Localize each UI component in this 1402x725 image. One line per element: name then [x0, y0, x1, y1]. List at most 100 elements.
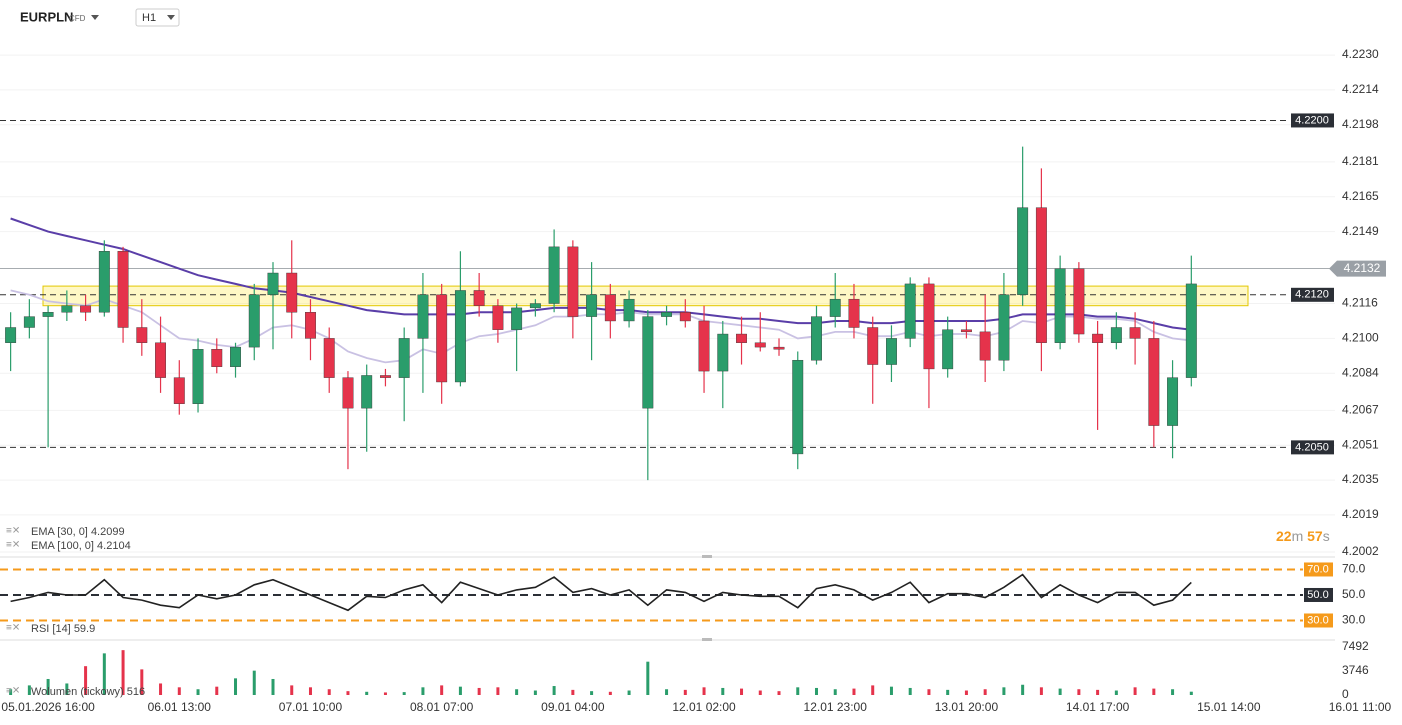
price-level-badge — [1291, 440, 1334, 455]
volume-bar — [365, 691, 369, 695]
y-tick-label: 4.2002 — [1342, 544, 1379, 558]
x-tick-label: 13.01 20:00 — [935, 700, 999, 714]
volume-bar — [665, 689, 669, 695]
volume-bar — [271, 678, 275, 695]
volume-bar — [983, 689, 987, 695]
timer-minutes: 22 — [1276, 528, 1292, 544]
candle-body — [117, 251, 129, 328]
candle-body — [98, 251, 110, 313]
y-tick-label: 4.2084 — [1342, 365, 1379, 379]
legend-name: EMA [30, 0] — [31, 526, 88, 538]
rsi-level-badge — [1304, 587, 1333, 602]
volume-bar — [1152, 688, 1156, 695]
interval[interactable]: H1 — [142, 12, 156, 24]
candle-body — [642, 316, 654, 409]
legend-icon[interactable]: ≡✕ — [6, 686, 20, 697]
ema-line — [10, 217, 1192, 331]
candle-body — [829, 298, 841, 317]
x-tick-label: 12.01 02:00 — [672, 700, 736, 714]
legend-icon[interactable]: ≡✕ — [6, 623, 20, 634]
current-price-badge — [1329, 260, 1386, 277]
candle-body — [867, 327, 879, 365]
interval-dropdown[interactable] — [167, 15, 175, 20]
volume-bar — [814, 687, 818, 695]
candle-body — [529, 303, 541, 309]
candle-body — [230, 346, 241, 367]
candle-body — [736, 333, 747, 343]
timer-unit: s — [1323, 528, 1330, 544]
candle-body — [1148, 338, 1160, 426]
volume-bar — [421, 687, 425, 695]
candle-body — [473, 290, 485, 306]
candle-body — [811, 316, 822, 361]
ema-line — [10, 289, 1192, 364]
y-tick-label: 4.2230 — [1342, 47, 1379, 61]
volume-bar — [1058, 688, 1062, 695]
y-tick-label: 4.2051 — [1342, 437, 1379, 451]
legend-icon[interactable]: ≡✕ — [6, 526, 20, 537]
y-tick-label: 4.2149 — [1342, 224, 1379, 238]
rsi-level-badge — [1304, 562, 1333, 577]
volume-bar — [1021, 684, 1025, 695]
x-tick-label: 08.01 07:00 — [410, 700, 474, 714]
rsi-level-label: 70.0 — [1307, 563, 1328, 575]
legend-value: 516 — [127, 686, 145, 698]
candle-body — [417, 294, 429, 339]
y-tick-label: 4.2019 — [1342, 507, 1379, 521]
volume-legend: Wolumen (tickowy) 516 — [31, 686, 145, 698]
volume-bar — [758, 690, 762, 695]
symbol[interactable]: EURPLN — [20, 9, 73, 24]
candle-body — [586, 294, 598, 317]
legend-value: 59.9 — [74, 623, 95, 635]
x-tick-label: 15.01 14:00 — [1197, 700, 1261, 714]
volume-bar — [871, 685, 875, 695]
volume-bar — [796, 687, 800, 695]
volume-bar — [327, 689, 331, 695]
interval-select[interactable] — [135, 8, 180, 27]
candle-body — [173, 377, 185, 404]
volume-bar — [140, 669, 144, 695]
volume-bar — [1114, 690, 1118, 695]
candle-body — [698, 320, 710, 372]
candle-body — [661, 312, 673, 317]
volume-bar — [290, 685, 294, 695]
volume-bar — [477, 687, 481, 695]
volume-bar — [402, 692, 406, 695]
volume-bar — [1039, 687, 1043, 695]
legend-icon[interactable]: ≡✕ — [6, 540, 20, 551]
candle-body — [886, 338, 897, 365]
volume-bar — [1171, 689, 1175, 695]
volume-tick-label: 0 — [1342, 687, 1349, 701]
candle-body — [548, 246, 560, 304]
candle-body — [136, 327, 148, 343]
panel-resize-handle[interactable] — [702, 555, 712, 558]
volume-bar — [234, 678, 238, 695]
legend-name: RSI [14] — [31, 623, 71, 635]
volume-bar — [833, 689, 837, 695]
candle-body — [342, 377, 354, 409]
volume-bar — [65, 683, 69, 695]
volume-bar — [515, 689, 519, 695]
volume-bar — [346, 691, 350, 695]
candle-body — [679, 312, 691, 322]
volume-bar — [1002, 687, 1006, 695]
volume-bar — [721, 687, 725, 695]
candle-body — [754, 342, 766, 348]
candle-body — [192, 349, 204, 404]
candle-body — [511, 307, 523, 330]
candle-body — [1110, 327, 1122, 343]
timer-unit: m — [1292, 528, 1304, 544]
legend-value: 4.2104 — [97, 540, 131, 552]
rsi-level-label: 50.0 — [1307, 589, 1328, 601]
candle-body — [1185, 283, 1197, 378]
symbol-dropdown[interactable] — [91, 15, 99, 20]
candle-body — [267, 272, 279, 296]
candle-body — [1073, 268, 1085, 335]
legend-value: 4.2099 — [91, 526, 125, 538]
candle-timer: 22m 57s — [1276, 528, 1330, 544]
panel-resize-handle[interactable] — [702, 638, 712, 641]
support-resistance-zone — [42, 285, 1249, 307]
candle-body — [323, 338, 335, 378]
volume-bar — [852, 688, 856, 695]
rsi-tick-label: 30.0 — [1342, 613, 1366, 627]
